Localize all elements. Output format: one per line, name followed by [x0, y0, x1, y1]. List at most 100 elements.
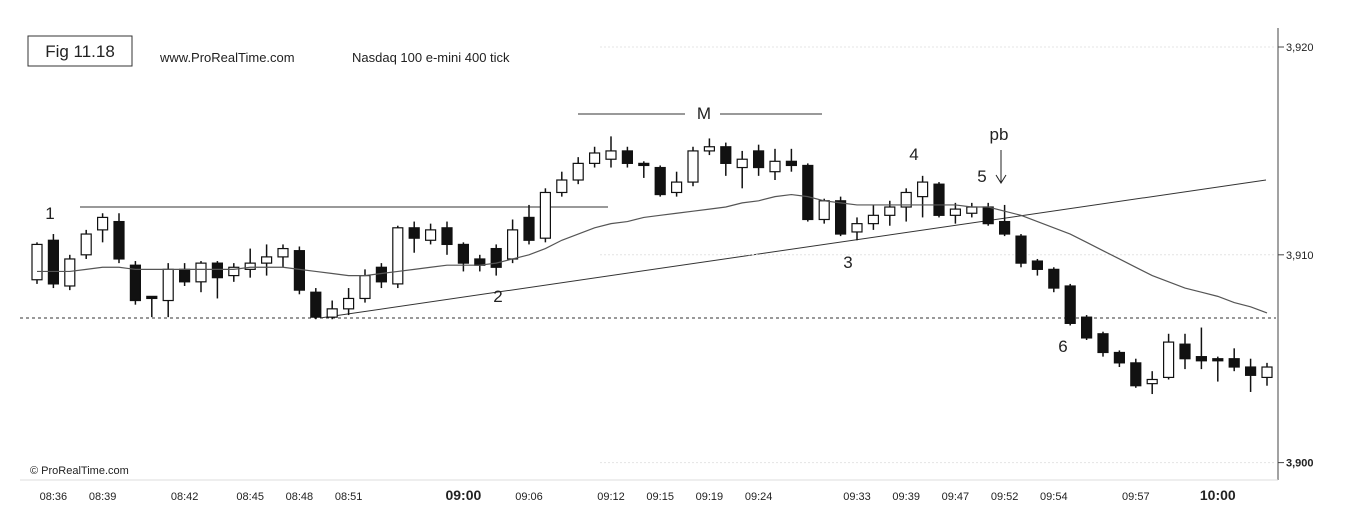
candle-body — [949, 208, 962, 216]
x-tick-label: 09:47 — [942, 491, 970, 503]
candle-body — [1212, 358, 1224, 362]
candle-body — [670, 181, 683, 194]
candle-body — [1130, 362, 1142, 387]
candle-body — [1064, 285, 1076, 324]
candle-body — [720, 146, 732, 164]
annotation: 6 — [1058, 337, 1067, 356]
candle-body — [113, 220, 125, 260]
candle-body — [588, 152, 601, 164]
trend-line — [319, 179, 1267, 319]
candle-body — [146, 295, 158, 300]
candle-body — [621, 150, 634, 164]
candle-body — [818, 200, 830, 221]
candle-body — [1228, 358, 1240, 368]
x-tick-label: 09:19 — [696, 491, 724, 503]
x-tick-label: 08:51 — [335, 491, 363, 503]
candle-body — [457, 243, 469, 264]
candle-body — [736, 158, 748, 169]
candle-body — [1048, 268, 1060, 289]
x-tick-label: 10:00 — [1200, 487, 1236, 503]
candle-body — [425, 229, 437, 241]
annotation: pb — [990, 125, 1009, 144]
candle-body — [326, 308, 338, 318]
candle-body — [31, 243, 43, 281]
candle-body — [1195, 356, 1208, 362]
moving-average — [37, 193, 1268, 314]
candle-body — [261, 256, 273, 264]
candle-body — [1244, 366, 1257, 376]
candle-body — [343, 297, 355, 310]
arrow-head — [995, 174, 1007, 184]
x-tick-label: 08:36 — [40, 491, 68, 503]
x-tick-label: 09:39 — [892, 491, 920, 503]
credit: © ProRealTime.com — [30, 465, 129, 477]
x-tick-label: 08:45 — [236, 491, 264, 503]
candle-body — [1146, 378, 1158, 385]
candle-body — [605, 150, 617, 160]
x-tick-label: 09:54 — [1040, 491, 1068, 503]
candle-body — [916, 181, 929, 198]
candle-body — [408, 227, 420, 239]
candle-body — [654, 166, 666, 196]
candle-body — [1097, 333, 1109, 354]
candle-body — [96, 216, 109, 231]
candle-body — [785, 160, 798, 167]
candle-body — [769, 160, 781, 173]
candle-body — [64, 258, 76, 287]
annotation: 5 — [977, 167, 986, 186]
x-tick-label: 09:57 — [1122, 491, 1150, 503]
x-tick-label: 09:06 — [515, 491, 543, 503]
candle-body — [523, 216, 535, 241]
candle-body — [1015, 235, 1027, 264]
candle-body — [966, 206, 978, 214]
x-tick-label: 09:33 — [843, 491, 871, 503]
candle-body — [572, 162, 584, 181]
candle-body — [851, 223, 863, 233]
source: www.ProRealTime.com — [159, 50, 295, 65]
candle-body — [228, 266, 240, 277]
x-tick-label: 09:15 — [646, 491, 674, 503]
title-box — [27, 35, 133, 67]
y-tick-label: 3,900 — [1286, 458, 1314, 470]
candle-body — [982, 206, 994, 225]
x-tick-label: 09:52 — [991, 491, 1019, 503]
candle-body — [539, 191, 552, 239]
candle-body — [1162, 341, 1175, 379]
y-tick-label: 3,910 — [1286, 250, 1314, 262]
candle-body — [687, 150, 699, 183]
x-tick-label: 09:12 — [597, 491, 625, 503]
candle-body — [752, 150, 765, 169]
x-tick-label: 09:00 — [445, 487, 481, 503]
candle-body — [162, 268, 174, 302]
candle-body — [834, 200, 847, 235]
candle-body — [1113, 351, 1126, 364]
candle-body — [802, 164, 814, 221]
x-tick-label: 08:42 — [171, 491, 199, 503]
candle-body — [47, 239, 60, 285]
x-tick-label: 09:24 — [745, 491, 773, 503]
candle-body — [556, 179, 568, 194]
annotation: 1 — [45, 204, 54, 223]
candle-body — [998, 220, 1011, 235]
y-tick-label: 3,920 — [1286, 42, 1314, 54]
candle-body — [244, 262, 256, 270]
candle-body — [129, 264, 141, 302]
candle-body — [179, 268, 191, 283]
candle-body — [1080, 316, 1093, 339]
candle-body — [933, 183, 945, 216]
candle-body — [507, 229, 519, 260]
candle-body — [490, 247, 502, 268]
candle-body — [884, 206, 896, 216]
x-tick-label: 08:39 — [89, 491, 117, 503]
candle-body — [195, 262, 207, 283]
annotation: 4 — [909, 145, 918, 164]
subtitle: Nasdaq 100 e-mini 400 tick — [352, 50, 510, 65]
candle-body — [359, 274, 371, 300]
chart-title: Fig 11.18 — [45, 42, 115, 61]
candle-body — [1261, 366, 1273, 379]
candle-body — [211, 262, 223, 279]
candle-body — [1179, 343, 1191, 360]
candle-body — [277, 247, 289, 258]
candle-body — [703, 146, 716, 152]
